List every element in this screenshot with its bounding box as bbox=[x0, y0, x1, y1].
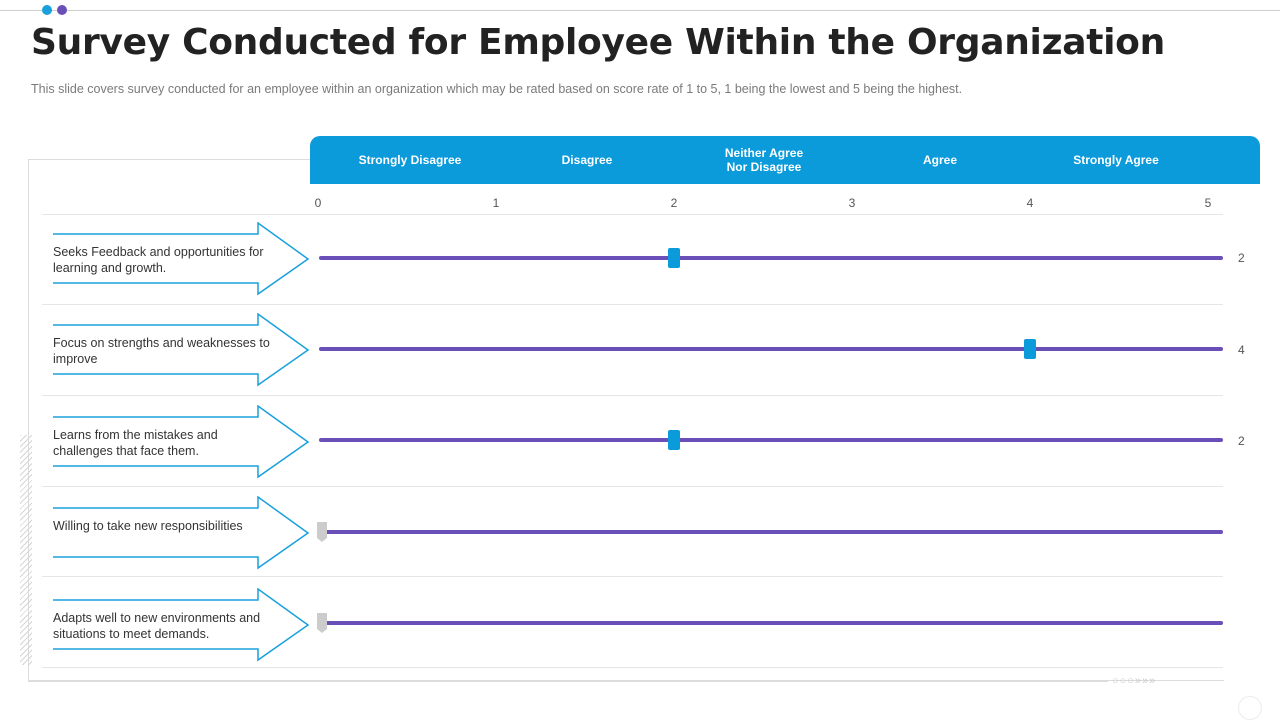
header-disagree: Disagree bbox=[561, 153, 613, 167]
arrow-outline-icon bbox=[53, 313, 310, 387]
rating-value: 2 bbox=[1238, 251, 1245, 265]
header-agree: Agree bbox=[922, 153, 957, 167]
top-divider bbox=[0, 10, 1280, 11]
header-strongly-disagree: Strongly Disagree bbox=[358, 153, 462, 167]
rating-slider-handle[interactable] bbox=[1024, 339, 1036, 359]
arrow-outline-icon bbox=[53, 588, 310, 662]
bottom-divider bbox=[28, 681, 1108, 682]
row-label-strengths: Focus on strengths and weaknesses to imp… bbox=[53, 336, 270, 366]
tick-5: 5 bbox=[1204, 196, 1212, 210]
row-separator bbox=[42, 395, 1223, 396]
tick-2: 2 bbox=[670, 196, 678, 210]
arrow-outline-icon bbox=[53, 405, 310, 479]
row-label-responsibilities: Willing to take new responsibilities bbox=[53, 519, 243, 533]
arrow-outline-icon bbox=[53, 222, 310, 296]
header-neither-text: Neither Agree Nor Disagree bbox=[724, 146, 804, 174]
row-label-mistakes: Learns from the mistakes and challenges … bbox=[53, 428, 218, 458]
header-strongly-agree: Strongly Agree bbox=[1073, 153, 1159, 167]
row-label-feedback: Seeks Feedback and opportunities for lea… bbox=[53, 245, 264, 275]
rating-slider-handle[interactable] bbox=[668, 430, 680, 450]
rating-slider-track[interactable] bbox=[319, 530, 1223, 534]
rating-slider-track[interactable] bbox=[319, 438, 1223, 442]
header-neither: Neither Agree Nor Disagree bbox=[684, 136, 844, 184]
tick-0: 0 bbox=[314, 196, 322, 210]
tick-3: 3 bbox=[848, 196, 856, 210]
page-title: Survey Conducted for Employee Within the… bbox=[31, 22, 1165, 63]
empty-slider-handle[interactable] bbox=[317, 613, 327, 633]
arrow-outline-icon bbox=[53, 496, 310, 570]
accent-dot-blue bbox=[42, 5, 52, 15]
hatch-decoration bbox=[20, 435, 32, 665]
footer-arrows-decoration: ○○○»»» bbox=[1112, 675, 1157, 687]
rating-slider-track[interactable] bbox=[319, 347, 1223, 351]
rating-slider-track[interactable] bbox=[319, 621, 1223, 625]
tick-1: 1 bbox=[492, 196, 500, 210]
row-separator bbox=[42, 486, 1223, 487]
row-separator bbox=[42, 214, 1223, 215]
tick-4: 4 bbox=[1026, 196, 1034, 210]
row-separator bbox=[42, 576, 1223, 577]
empty-slider-handle[interactable] bbox=[317, 522, 327, 542]
corner-circle-decoration bbox=[1238, 696, 1262, 720]
rating-slider-handle[interactable] bbox=[668, 248, 680, 268]
row-label-adapts: Adapts well to new environments and situ… bbox=[53, 611, 261, 641]
accent-dot-purple bbox=[57, 5, 67, 15]
rating-value: 2 bbox=[1238, 434, 1245, 448]
rating-value: 4 bbox=[1238, 343, 1245, 357]
rating-slider-track[interactable] bbox=[319, 256, 1223, 260]
row-separator bbox=[42, 667, 1223, 668]
page-subtitle: This slide covers survey conducted for a… bbox=[31, 82, 963, 96]
scale-header: Strongly Disagree Disagree Neither Agree… bbox=[310, 136, 1260, 184]
row-separator bbox=[42, 304, 1223, 305]
